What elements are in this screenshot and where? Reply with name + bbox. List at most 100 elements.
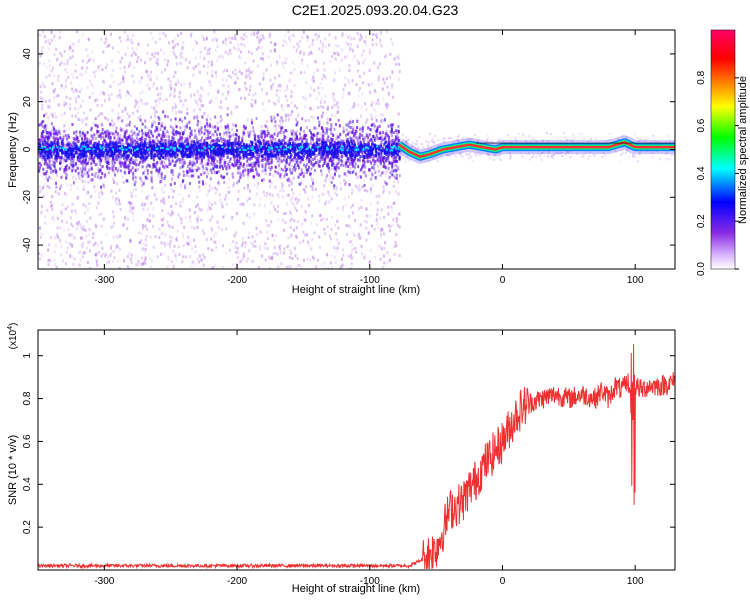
speckle bbox=[45, 75, 48, 79]
speckle bbox=[166, 242, 169, 246]
speckle-band bbox=[242, 130, 245, 134]
speckle-band bbox=[81, 170, 84, 174]
speckle bbox=[148, 194, 151, 198]
speckle-band bbox=[363, 160, 366, 164]
speckle-band bbox=[241, 138, 244, 142]
speckle bbox=[38, 226, 41, 230]
speckle bbox=[395, 216, 398, 220]
speckle bbox=[357, 233, 360, 237]
speckle bbox=[79, 90, 82, 94]
speckle bbox=[88, 249, 91, 253]
speckle-band bbox=[65, 137, 68, 141]
speckle bbox=[79, 236, 82, 240]
speckle bbox=[350, 118, 353, 122]
speckle bbox=[71, 55, 74, 59]
speckle bbox=[95, 206, 98, 210]
speckle bbox=[296, 106, 299, 110]
speckle bbox=[80, 243, 83, 247]
speckle bbox=[39, 190, 42, 194]
speckle bbox=[397, 77, 400, 81]
speckle bbox=[51, 82, 54, 86]
speckle bbox=[164, 34, 167, 38]
speckle-band bbox=[209, 122, 212, 126]
speckle bbox=[328, 170, 331, 174]
speckle bbox=[390, 37, 393, 41]
speckle-band bbox=[279, 174, 282, 178]
speckle bbox=[150, 176, 153, 180]
speckle-band bbox=[280, 153, 283, 157]
speckle bbox=[137, 231, 140, 235]
speckle-band bbox=[333, 172, 336, 176]
speckle bbox=[373, 89, 376, 93]
speckle-band bbox=[374, 170, 377, 174]
speckle bbox=[96, 263, 99, 267]
speckle bbox=[161, 224, 164, 228]
speckle-band bbox=[375, 130, 378, 134]
speckle-band bbox=[73, 131, 76, 135]
speckle-band bbox=[226, 113, 229, 117]
speckle bbox=[55, 139, 58, 143]
speckle bbox=[51, 204, 54, 208]
speckle bbox=[154, 100, 157, 104]
speckle-band bbox=[338, 124, 341, 128]
speckle bbox=[282, 212, 285, 216]
speckle-band bbox=[158, 168, 161, 172]
speckle bbox=[191, 260, 194, 264]
speckle-band bbox=[46, 136, 49, 140]
speckle bbox=[173, 74, 176, 78]
speckle bbox=[64, 68, 67, 72]
speckle bbox=[51, 215, 54, 219]
speckle-band bbox=[380, 143, 383, 147]
speckle-band bbox=[266, 161, 269, 165]
speckle bbox=[398, 212, 401, 216]
speckle bbox=[270, 87, 273, 91]
speckle bbox=[95, 260, 98, 264]
speckle bbox=[118, 202, 121, 206]
speckle bbox=[140, 231, 143, 235]
speckle bbox=[252, 244, 255, 248]
speckle bbox=[380, 44, 383, 48]
speckle bbox=[163, 201, 166, 205]
speckle-band bbox=[315, 161, 318, 165]
speckle bbox=[289, 78, 292, 82]
speckle bbox=[68, 45, 71, 49]
speckle-band bbox=[365, 132, 368, 136]
speckle-band bbox=[325, 129, 328, 133]
speckle bbox=[136, 175, 139, 179]
speckle-band bbox=[181, 141, 184, 145]
speckle-band bbox=[160, 150, 163, 154]
speckle bbox=[141, 262, 144, 266]
speckle bbox=[174, 106, 177, 110]
speckle bbox=[304, 233, 307, 237]
speckle bbox=[170, 260, 173, 264]
speckle bbox=[87, 227, 90, 231]
speckle bbox=[377, 226, 380, 230]
speckle-band bbox=[82, 159, 85, 163]
speckle-band bbox=[284, 165, 287, 169]
speckle bbox=[286, 84, 289, 88]
speckle-band bbox=[242, 164, 245, 168]
speckle-band bbox=[396, 150, 399, 154]
speckle bbox=[124, 215, 127, 219]
speckle-band bbox=[157, 171, 160, 175]
speckle bbox=[159, 92, 162, 96]
speckle bbox=[217, 182, 220, 186]
speckle bbox=[234, 105, 237, 109]
speckle bbox=[210, 203, 213, 207]
speckle-band bbox=[85, 162, 88, 166]
speckle bbox=[48, 74, 51, 78]
speckle-band bbox=[65, 147, 68, 151]
speckle bbox=[197, 215, 200, 219]
speckle bbox=[71, 135, 74, 139]
speckle-band bbox=[72, 137, 75, 141]
speckle-band bbox=[249, 140, 252, 144]
speckle-band bbox=[370, 137, 373, 141]
speckle bbox=[198, 70, 201, 74]
speckle bbox=[54, 250, 57, 254]
speckle bbox=[290, 159, 293, 163]
speckle-band bbox=[62, 138, 65, 142]
speckle bbox=[72, 90, 75, 94]
speckle-band bbox=[332, 176, 335, 180]
speckle bbox=[394, 56, 397, 60]
speckle bbox=[183, 184, 186, 188]
